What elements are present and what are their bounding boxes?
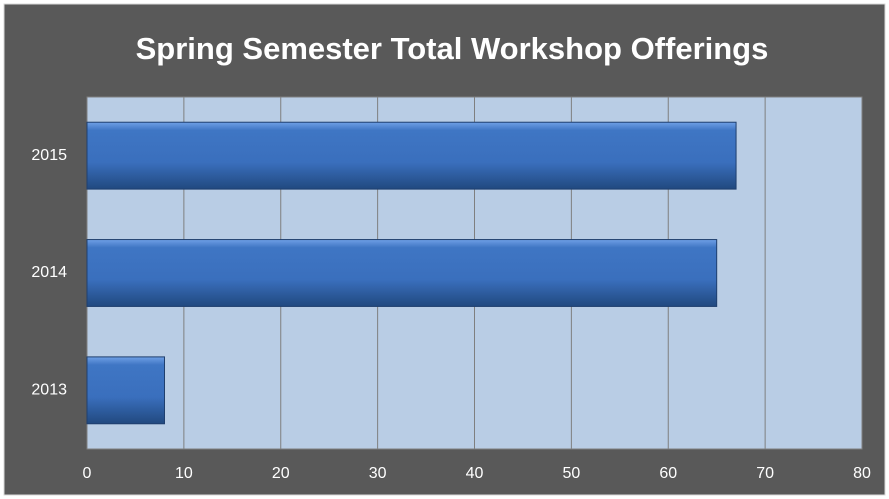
x-tick-label: 70	[756, 465, 774, 482]
bar	[86, 121, 737, 190]
y-tick-label: 2013	[31, 382, 67, 399]
y-tick-label: 2015	[31, 147, 67, 164]
x-tick-label: 10	[175, 465, 193, 482]
x-tick-label: 40	[466, 465, 484, 482]
bar	[86, 239, 718, 307]
x-tick-label: 20	[272, 465, 290, 482]
y-tick-label: 2014	[31, 264, 67, 281]
bar	[86, 356, 165, 425]
x-tick-label: 60	[659, 465, 677, 482]
x-tick-label: 30	[369, 465, 387, 482]
chart-title: Spring Semester Total Workshop Offerings	[136, 31, 769, 66]
x-tick-label: 50	[562, 465, 580, 482]
x-tick-label: 0	[83, 465, 92, 482]
x-tick-label: 80	[853, 465, 871, 482]
